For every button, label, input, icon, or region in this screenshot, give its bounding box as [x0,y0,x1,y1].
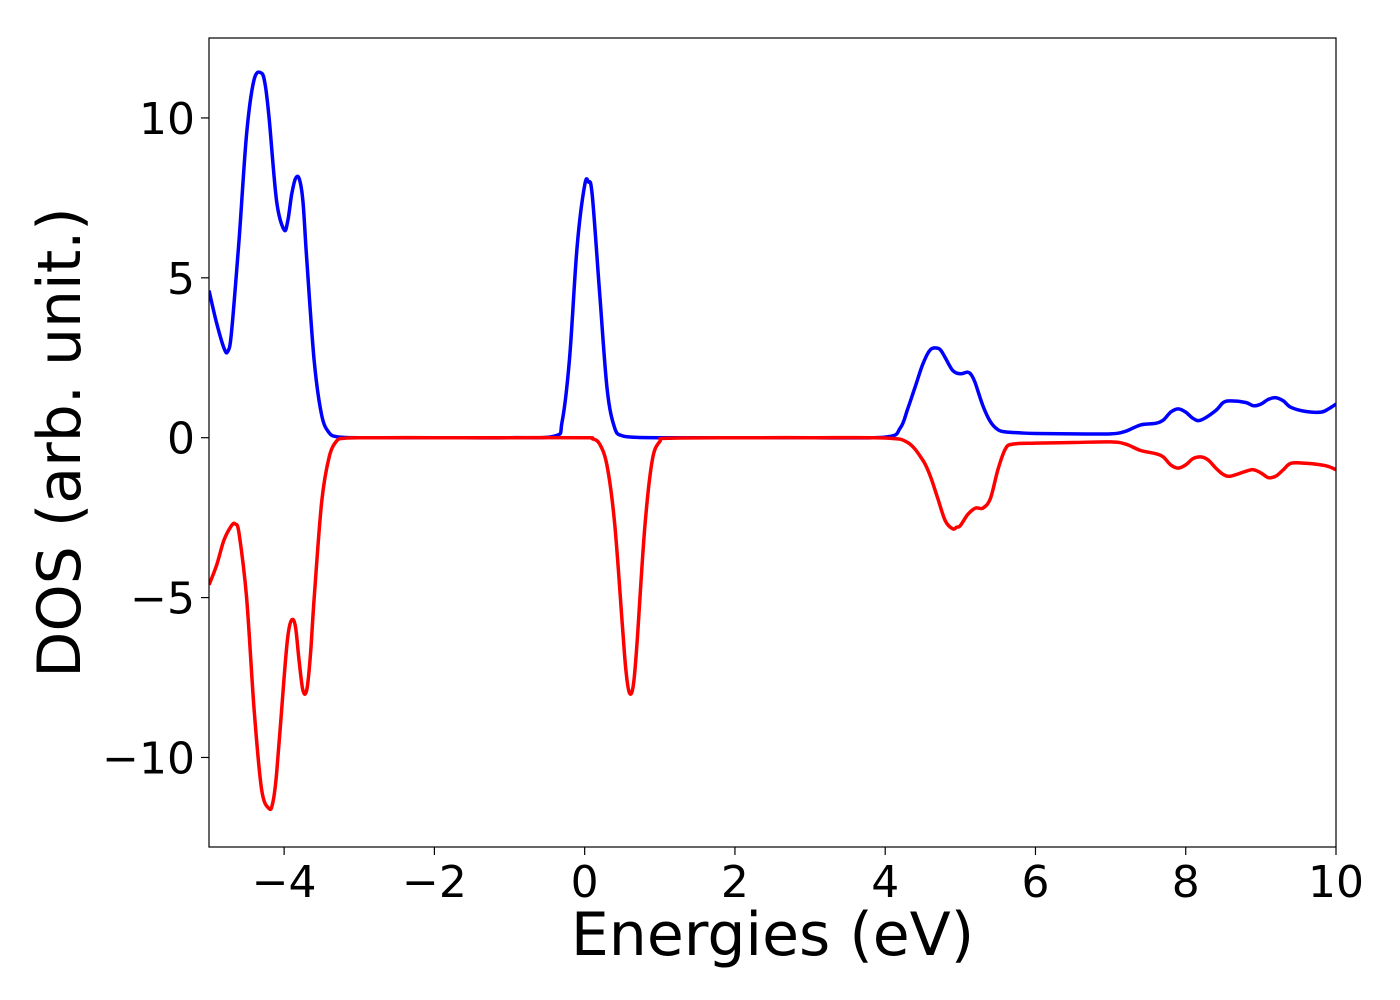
x-axis-ticks: −4 −2 0 2 4 6 8 10 [252,847,1364,908]
x-tick-label: 4 [871,857,899,908]
x-tick-label: 8 [1172,857,1200,908]
plot-frame [208,37,1337,848]
x-tick-label: 6 [1021,857,1049,908]
y-tick-label: 10 [139,94,195,145]
x-tick-label: −2 [402,857,467,908]
x-tick-label: 2 [721,857,749,908]
x-tick-label: −4 [252,857,317,908]
y-tick-label: −10 [102,733,195,784]
y-tick-label: 0 [167,414,195,465]
series-line-red [209,435,1336,812]
series-line-blue [209,70,1336,440]
x-tick-label: 10 [1308,857,1364,908]
y-tick-label: −5 [130,574,195,625]
x-axis-title: Energies (eV) [571,900,974,970]
plot-area [209,70,1336,812]
y-axis-title: DOS (arb. unit.) [25,207,95,677]
x-tick-label: 0 [571,857,599,908]
y-axis-ticks: −10 −5 0 5 10 [102,94,209,784]
y-tick-label: 5 [167,254,195,305]
